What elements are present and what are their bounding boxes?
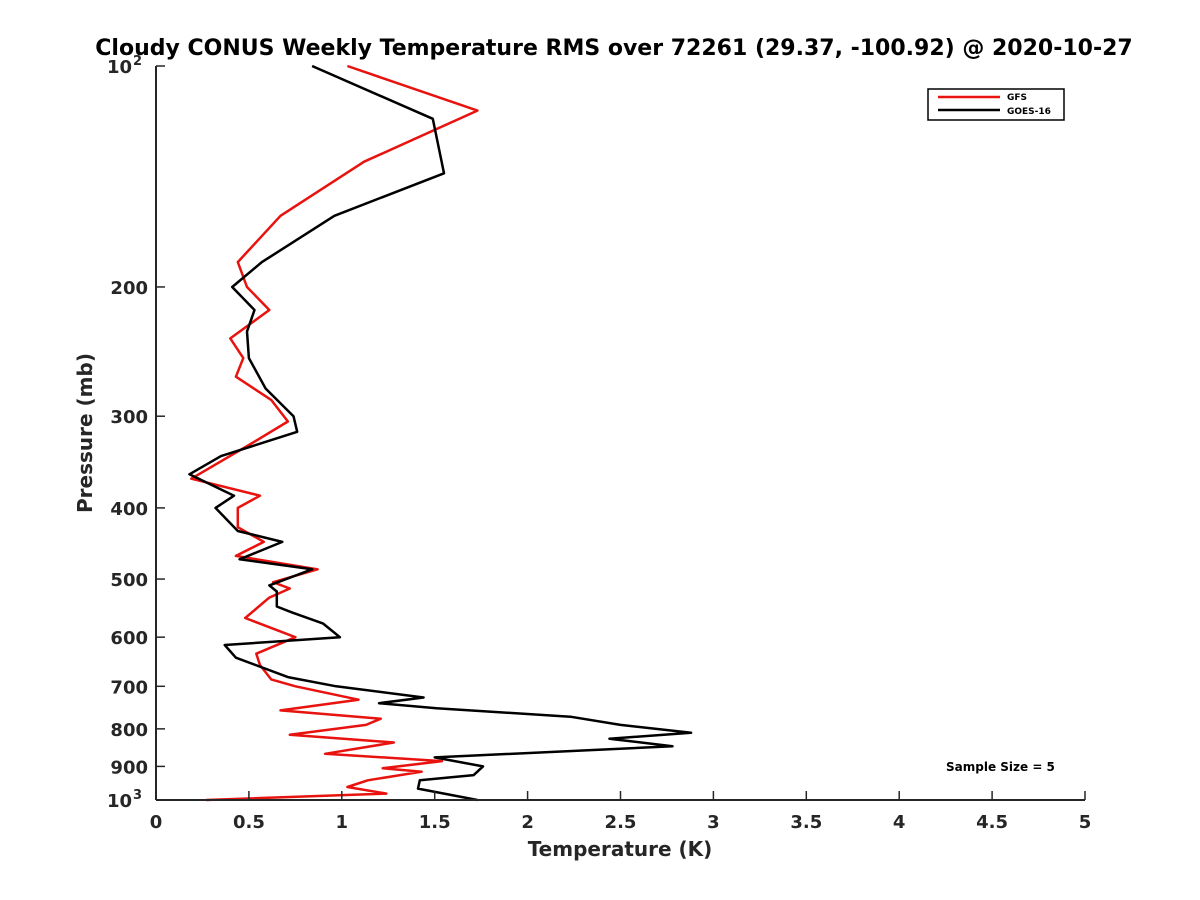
x-tick-label: 4.5	[976, 812, 1008, 833]
x-tick-label: 4	[893, 812, 906, 833]
x-tick-label: 2.5	[605, 812, 637, 833]
sample-size-annotation: Sample Size = 5	[946, 760, 1055, 774]
x-tick-label: 0	[150, 812, 163, 833]
y-tick-label: 200	[110, 278, 148, 299]
y-tick-label: 500	[110, 570, 148, 591]
y-tick-label: 400	[110, 499, 148, 520]
series-line-goes16	[188, 64, 693, 802]
chart-title: Cloudy CONUS Weekly Temperature RMS over…	[95, 36, 1132, 61]
y-tick-label: 300	[110, 407, 148, 428]
x-axis-title: Temperature (K)	[528, 837, 713, 861]
y-tick-label: 900	[110, 757, 148, 778]
y-tick-label: 10	[107, 57, 132, 78]
x-tick-label: 3.5	[790, 812, 822, 833]
x-tick-label: 1	[336, 812, 349, 833]
legend-box	[927, 88, 1065, 121]
x-tick-label: 5	[1079, 812, 1092, 833]
y-tick-label: 10	[107, 791, 132, 812]
x-tick-label: 1.5	[419, 812, 451, 833]
y-tick-label: 700	[110, 677, 148, 698]
y-tick-label: 800	[110, 720, 148, 741]
legend-label-gfs: GFS	[1007, 93, 1027, 103]
series-line-gfs	[190, 64, 479, 802]
legend: GFS GOES-16	[927, 88, 1065, 121]
y-tick-exponent: 3	[133, 788, 142, 803]
x-ticks: 0 0.5 1 1.5 2 2.5 3 3.5 4 4.5 5	[150, 791, 1092, 833]
y-tick-label: 600	[110, 628, 148, 649]
x-tick-label: 0.5	[233, 812, 265, 833]
x-tick-label: 2	[521, 812, 534, 833]
y-tick-exponent: 2	[133, 54, 142, 69]
x-tick-label: 3	[707, 812, 720, 833]
y-axis-title: Pressure (mb)	[73, 353, 97, 513]
legend-label-goes16: GOES-16	[1007, 107, 1051, 117]
series-layer	[188, 64, 693, 802]
